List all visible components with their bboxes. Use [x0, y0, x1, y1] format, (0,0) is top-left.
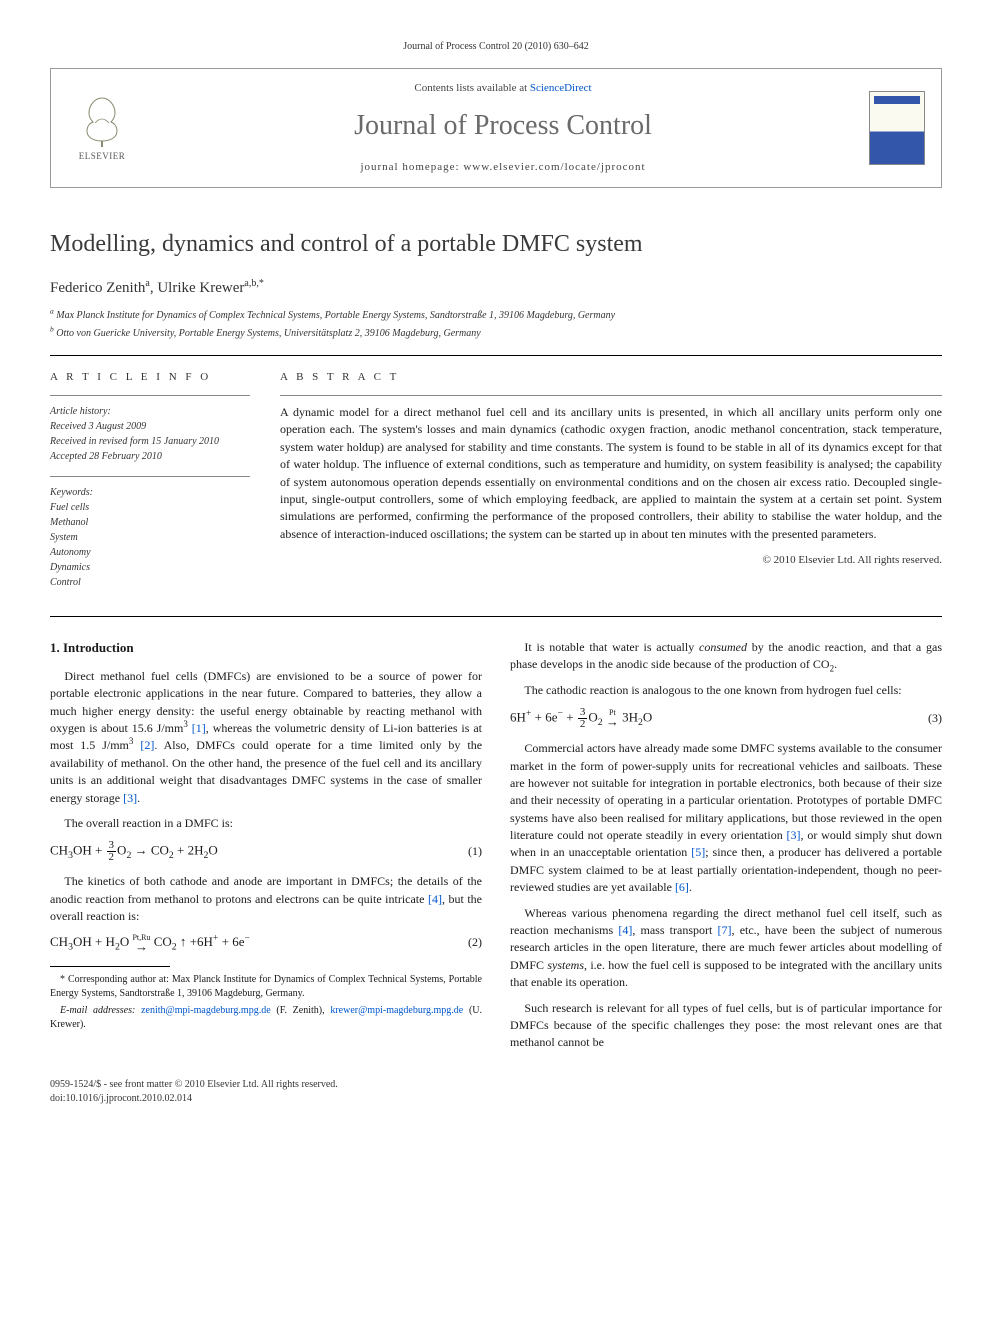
- keyword: Methanol: [50, 515, 250, 530]
- keywords-header: Keywords:: [50, 485, 250, 500]
- doi-line: doi:10.1016/j.jprocont.2010.02.014: [50, 1092, 942, 1106]
- journal-cover-thumbnail: [869, 91, 925, 165]
- text: , mass transport: [632, 923, 717, 937]
- body-paragraph: The kinetics of both cathode and anode a…: [50, 873, 482, 925]
- ref-link[interactable]: [3]: [123, 791, 137, 805]
- keyword: Dynamics: [50, 560, 250, 575]
- equation-1: CH3OH + 32O2 → CO2 + 2H2O (1): [50, 840, 482, 863]
- divider: [50, 355, 942, 356]
- footnotes: * Corresponding author at: Max Planck In…: [50, 973, 482, 1032]
- ref-link[interactable]: [3]: [787, 828, 801, 842]
- journal-header-box: ELSEVIER Contents lists available at Sci…: [50, 68, 942, 188]
- journal-center: Contents lists available at ScienceDirec…: [137, 81, 869, 175]
- equation-number: (3): [928, 710, 942, 727]
- equation-math: CH3OH + H2O Pt,Ru→ CO2 ↑ +6H+ + 6e−: [50, 933, 250, 952]
- email-label: E-mail addresses:: [60, 1005, 135, 1016]
- body-paragraph: It is notable that water is actually con…: [510, 639, 942, 674]
- equation-number: (1): [468, 843, 482, 860]
- page: Journal of Process Control 20 (2010) 630…: [0, 0, 992, 1146]
- equation-2: CH3OH + H2O Pt,Ru→ CO2 ↑ +6H+ + 6e− (2): [50, 933, 482, 952]
- text: (F. Zenith),: [271, 1005, 331, 1016]
- ref-link[interactable]: [4]: [618, 923, 632, 937]
- abstract-text: A dynamic model for a direct methanol fu…: [280, 404, 942, 543]
- affiliation-a: a Max Planck Institute for Dynamics of C…: [50, 309, 942, 323]
- homepage-prefix: journal homepage:: [360, 161, 463, 173]
- body-paragraph: Whereas various phenomena regarding the …: [510, 905, 942, 992]
- keyword: Autonomy: [50, 545, 250, 560]
- email-link[interactable]: krewer@mpi-magdeburg.mpg.de: [330, 1005, 463, 1016]
- contents-available: Contents lists available at ScienceDirec…: [137, 81, 869, 96]
- journal-name: Journal of Process Control: [137, 106, 869, 145]
- elsevier-logo: ELSEVIER: [67, 88, 137, 168]
- copyright-line: © 2010 Elsevier Ltd. All rights reserved…: [280, 553, 942, 568]
- body-paragraph: Direct methanol fuel cells (DMFCs) are e…: [50, 668, 482, 807]
- text: Commercial actors have already made some…: [510, 741, 942, 842]
- homepage-url: www.elsevier.com/locate/jprocont: [463, 161, 645, 173]
- tree-icon: [77, 93, 127, 148]
- equation-3: 6H+ + 6e− + 32O2 Pt→ 3H2O (3): [510, 707, 942, 730]
- body-paragraph: Such research is relevant for all types …: [510, 1000, 942, 1052]
- ref-link[interactable]: [2]: [140, 738, 154, 752]
- email-link[interactable]: zenith@mpi-magdeburg.mpg.de: [141, 1005, 271, 1016]
- section-heading: 1. Introduction: [50, 639, 482, 658]
- text: It is notable that water is actually: [524, 640, 699, 654]
- abstract-label: A B S T R A C T: [280, 370, 942, 385]
- body-paragraph: Commercial actors have already made some…: [510, 740, 942, 897]
- info-abstract-row: A R T I C L E I N F O Article history: R…: [50, 370, 942, 602]
- article-info-column: A R T I C L E I N F O Article history: R…: [50, 370, 250, 602]
- contents-prefix: Contents lists available at: [414, 82, 529, 94]
- equation-number: (2): [468, 934, 482, 951]
- ref-link[interactable]: [5]: [691, 845, 705, 859]
- equation-math: 6H+ + 6e− + 32O2 Pt→ 3H2O: [510, 707, 652, 730]
- emphasis: systems: [547, 958, 584, 972]
- corresponding-author: * Corresponding author at: Max Planck In…: [50, 973, 482, 1001]
- keyword: Control: [50, 575, 250, 590]
- article-title: Modelling, dynamics and control of a por…: [50, 228, 942, 262]
- equation-math: CH3OH + 32O2 → CO2 + 2H2O: [50, 840, 218, 863]
- keyword: System: [50, 530, 250, 545]
- divider: [50, 395, 250, 396]
- article-history: Article history: Received 3 August 2009 …: [50, 404, 250, 464]
- divider: [280, 395, 942, 396]
- keyword: Fuel cells: [50, 500, 250, 515]
- text: The kinetics of both cathode and anode a…: [50, 874, 482, 905]
- ref-link[interactable]: [1]: [192, 721, 206, 735]
- history-line: Accepted 28 February 2010: [50, 449, 250, 464]
- ref-link[interactable]: [7]: [718, 923, 732, 937]
- history-header: Article history:: [50, 404, 250, 419]
- header-citation: Journal of Process Control 20 (2010) 630…: [50, 40, 942, 54]
- keywords-block: Keywords: Fuel cells Methanol System Aut…: [50, 485, 250, 590]
- body-paragraph: The overall reaction in a DMFC is:: [50, 815, 482, 832]
- footnote-divider: [50, 966, 170, 967]
- abstract-column: A B S T R A C T A dynamic model for a di…: [280, 370, 942, 602]
- email-addresses: E-mail addresses: zenith@mpi-magdeburg.m…: [50, 1004, 482, 1032]
- history-line: Received in revised form 15 January 2010: [50, 434, 250, 449]
- authors: Federico Zenitha, Ulrike Krewera,b,*: [50, 278, 942, 299]
- article-info-label: A R T I C L E I N F O: [50, 370, 250, 385]
- page-footer: 0959-1524/$ - see front matter © 2010 El…: [50, 1078, 942, 1106]
- sciencedirect-link[interactable]: ScienceDirect: [530, 82, 592, 94]
- body-paragraph: The cathodic reaction is analogous to th…: [510, 682, 942, 699]
- footer-line: 0959-1524/$ - see front matter © 2010 El…: [50, 1078, 942, 1092]
- journal-homepage: journal homepage: www.elsevier.com/locat…: [137, 160, 869, 175]
- ref-link[interactable]: [4]: [428, 892, 442, 906]
- divider: [50, 476, 250, 477]
- emphasis: consumed: [699, 640, 747, 654]
- ref-link[interactable]: [6]: [675, 880, 689, 894]
- publisher-name: ELSEVIER: [79, 150, 126, 163]
- history-line: Received 3 August 2009: [50, 419, 250, 434]
- divider: [50, 616, 942, 617]
- affiliation-b: b Otto von Guericke University, Portable…: [50, 327, 942, 341]
- body-two-column: 1. Introduction Direct methanol fuel cel…: [50, 639, 942, 1060]
